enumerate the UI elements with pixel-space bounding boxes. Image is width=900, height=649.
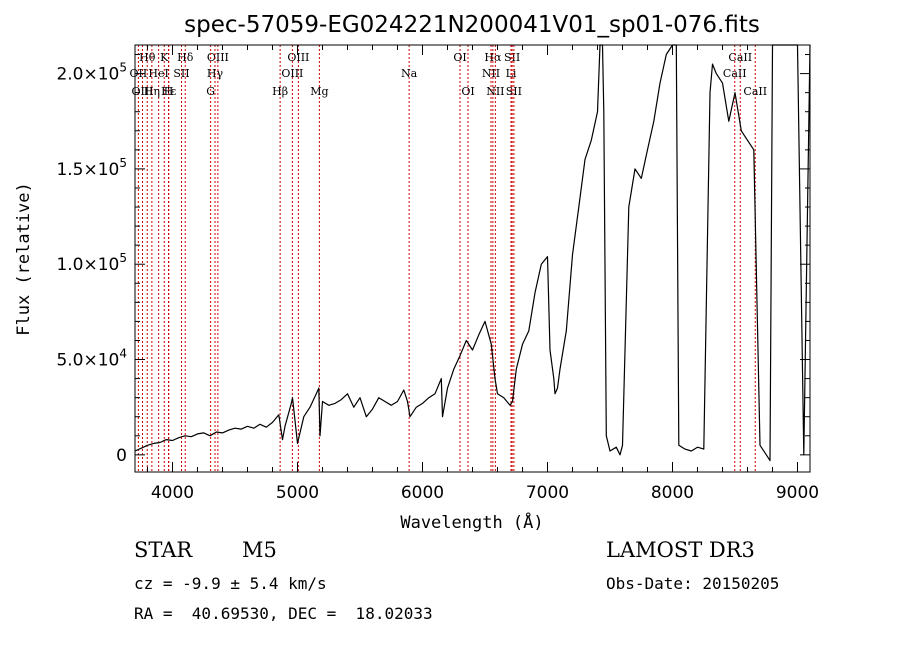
spectral-line-label: Li bbox=[506, 67, 517, 80]
spectral-line-label: SII bbox=[504, 51, 520, 64]
y-tick-mantissa: 1.5×10 bbox=[56, 160, 119, 180]
plot-frame bbox=[134, 44, 811, 473]
y-tick-mantissa: 2.0×10 bbox=[56, 65, 119, 85]
spectral-line-label: OI bbox=[453, 51, 466, 64]
spectral-line-label: Hδ bbox=[177, 51, 194, 64]
spectral-line-label: NII bbox=[486, 85, 504, 98]
spectral-line-label: OIII bbox=[131, 85, 153, 98]
spectral-line-label: CaII bbox=[723, 67, 747, 80]
y-axis-label: Flux (relative) bbox=[14, 182, 34, 336]
spectral-line-label: HeI bbox=[148, 67, 168, 80]
spectral-line-label: SII bbox=[173, 67, 189, 80]
y-tick-mantissa: 1.0×10 bbox=[56, 255, 119, 275]
x-tick-label: 5000 bbox=[276, 483, 319, 503]
spectral-line-label: CaII bbox=[743, 85, 767, 98]
spectral-line-label: CaII bbox=[728, 51, 752, 64]
y-tick-label: 2.0×105 bbox=[56, 61, 127, 85]
y-tick-exponent: 5 bbox=[119, 61, 127, 75]
spectral-line-label: Na bbox=[401, 67, 418, 80]
spectral-line-label: Hγ bbox=[207, 67, 224, 80]
y-tick-exponent: 5 bbox=[119, 251, 127, 265]
coordinates-line: RA = 40.69530, DEC = 18.02033 bbox=[134, 604, 433, 623]
survey-name: LAMOST DR3 bbox=[606, 538, 755, 562]
spectral-line-label: SII bbox=[506, 85, 522, 98]
y-tick-label: 5.0×104 bbox=[56, 347, 127, 371]
spectral-line-label: NII bbox=[482, 67, 500, 80]
x-tick-label: 8000 bbox=[651, 483, 694, 503]
x-tick-label: 6000 bbox=[401, 483, 444, 503]
spectral-line-label: K bbox=[160, 51, 169, 64]
x-axis-label: Wavelength (Å) bbox=[400, 511, 543, 533]
spectral-line-label: Hα bbox=[484, 51, 502, 64]
flux-series-line bbox=[134, 44, 811, 462]
spectral-line-label: OIII bbox=[287, 51, 309, 64]
spectral-line-label: Hε bbox=[161, 85, 177, 98]
y-tick-label: 1.5×105 bbox=[56, 156, 127, 180]
obs-date: Obs-Date: 20150205 bbox=[606, 574, 780, 593]
redshift-line: cz = -9.9 ± 5.4 km/s bbox=[134, 574, 327, 593]
object-class: STAR bbox=[134, 538, 193, 562]
spectral-line-label: Mg bbox=[310, 85, 328, 98]
x-tick-label: 4000 bbox=[151, 483, 194, 503]
spectral-line-label: Hθ bbox=[139, 51, 156, 64]
x-tick-label: 9000 bbox=[776, 483, 819, 503]
spectral-line-label: OIII bbox=[207, 51, 229, 64]
y-tick-mantissa: 0 bbox=[116, 446, 127, 466]
y-tick-exponent: 4 bbox=[119, 347, 127, 361]
spectral-line-label: Hη bbox=[144, 85, 160, 98]
spectral-line-label: H bbox=[164, 85, 174, 98]
spectral-line-label: OIII bbox=[281, 67, 303, 80]
spectral-line-label: G bbox=[206, 85, 215, 98]
object-subclass: M5 bbox=[242, 538, 277, 562]
y-tick-exponent: 5 bbox=[119, 156, 127, 170]
ticks-layer: 4000 5000 6000 7000 8000 900005.0×1041.0×1051… bbox=[56, 45, 819, 503]
spectral-line-label: OI bbox=[461, 85, 474, 98]
chart-title: spec-57059-EG024221N200041V01_sp01-076.f… bbox=[184, 12, 760, 38]
spectral-line-label: Hβ bbox=[272, 85, 288, 98]
x-tick-label: 7000 bbox=[526, 483, 569, 503]
y-tick-label: 0 bbox=[116, 446, 127, 466]
series-layer bbox=[134, 44, 811, 462]
y-tick-label: 1.0×105 bbox=[56, 251, 127, 275]
y-tick-mantissa: 5.0×10 bbox=[56, 351, 119, 371]
